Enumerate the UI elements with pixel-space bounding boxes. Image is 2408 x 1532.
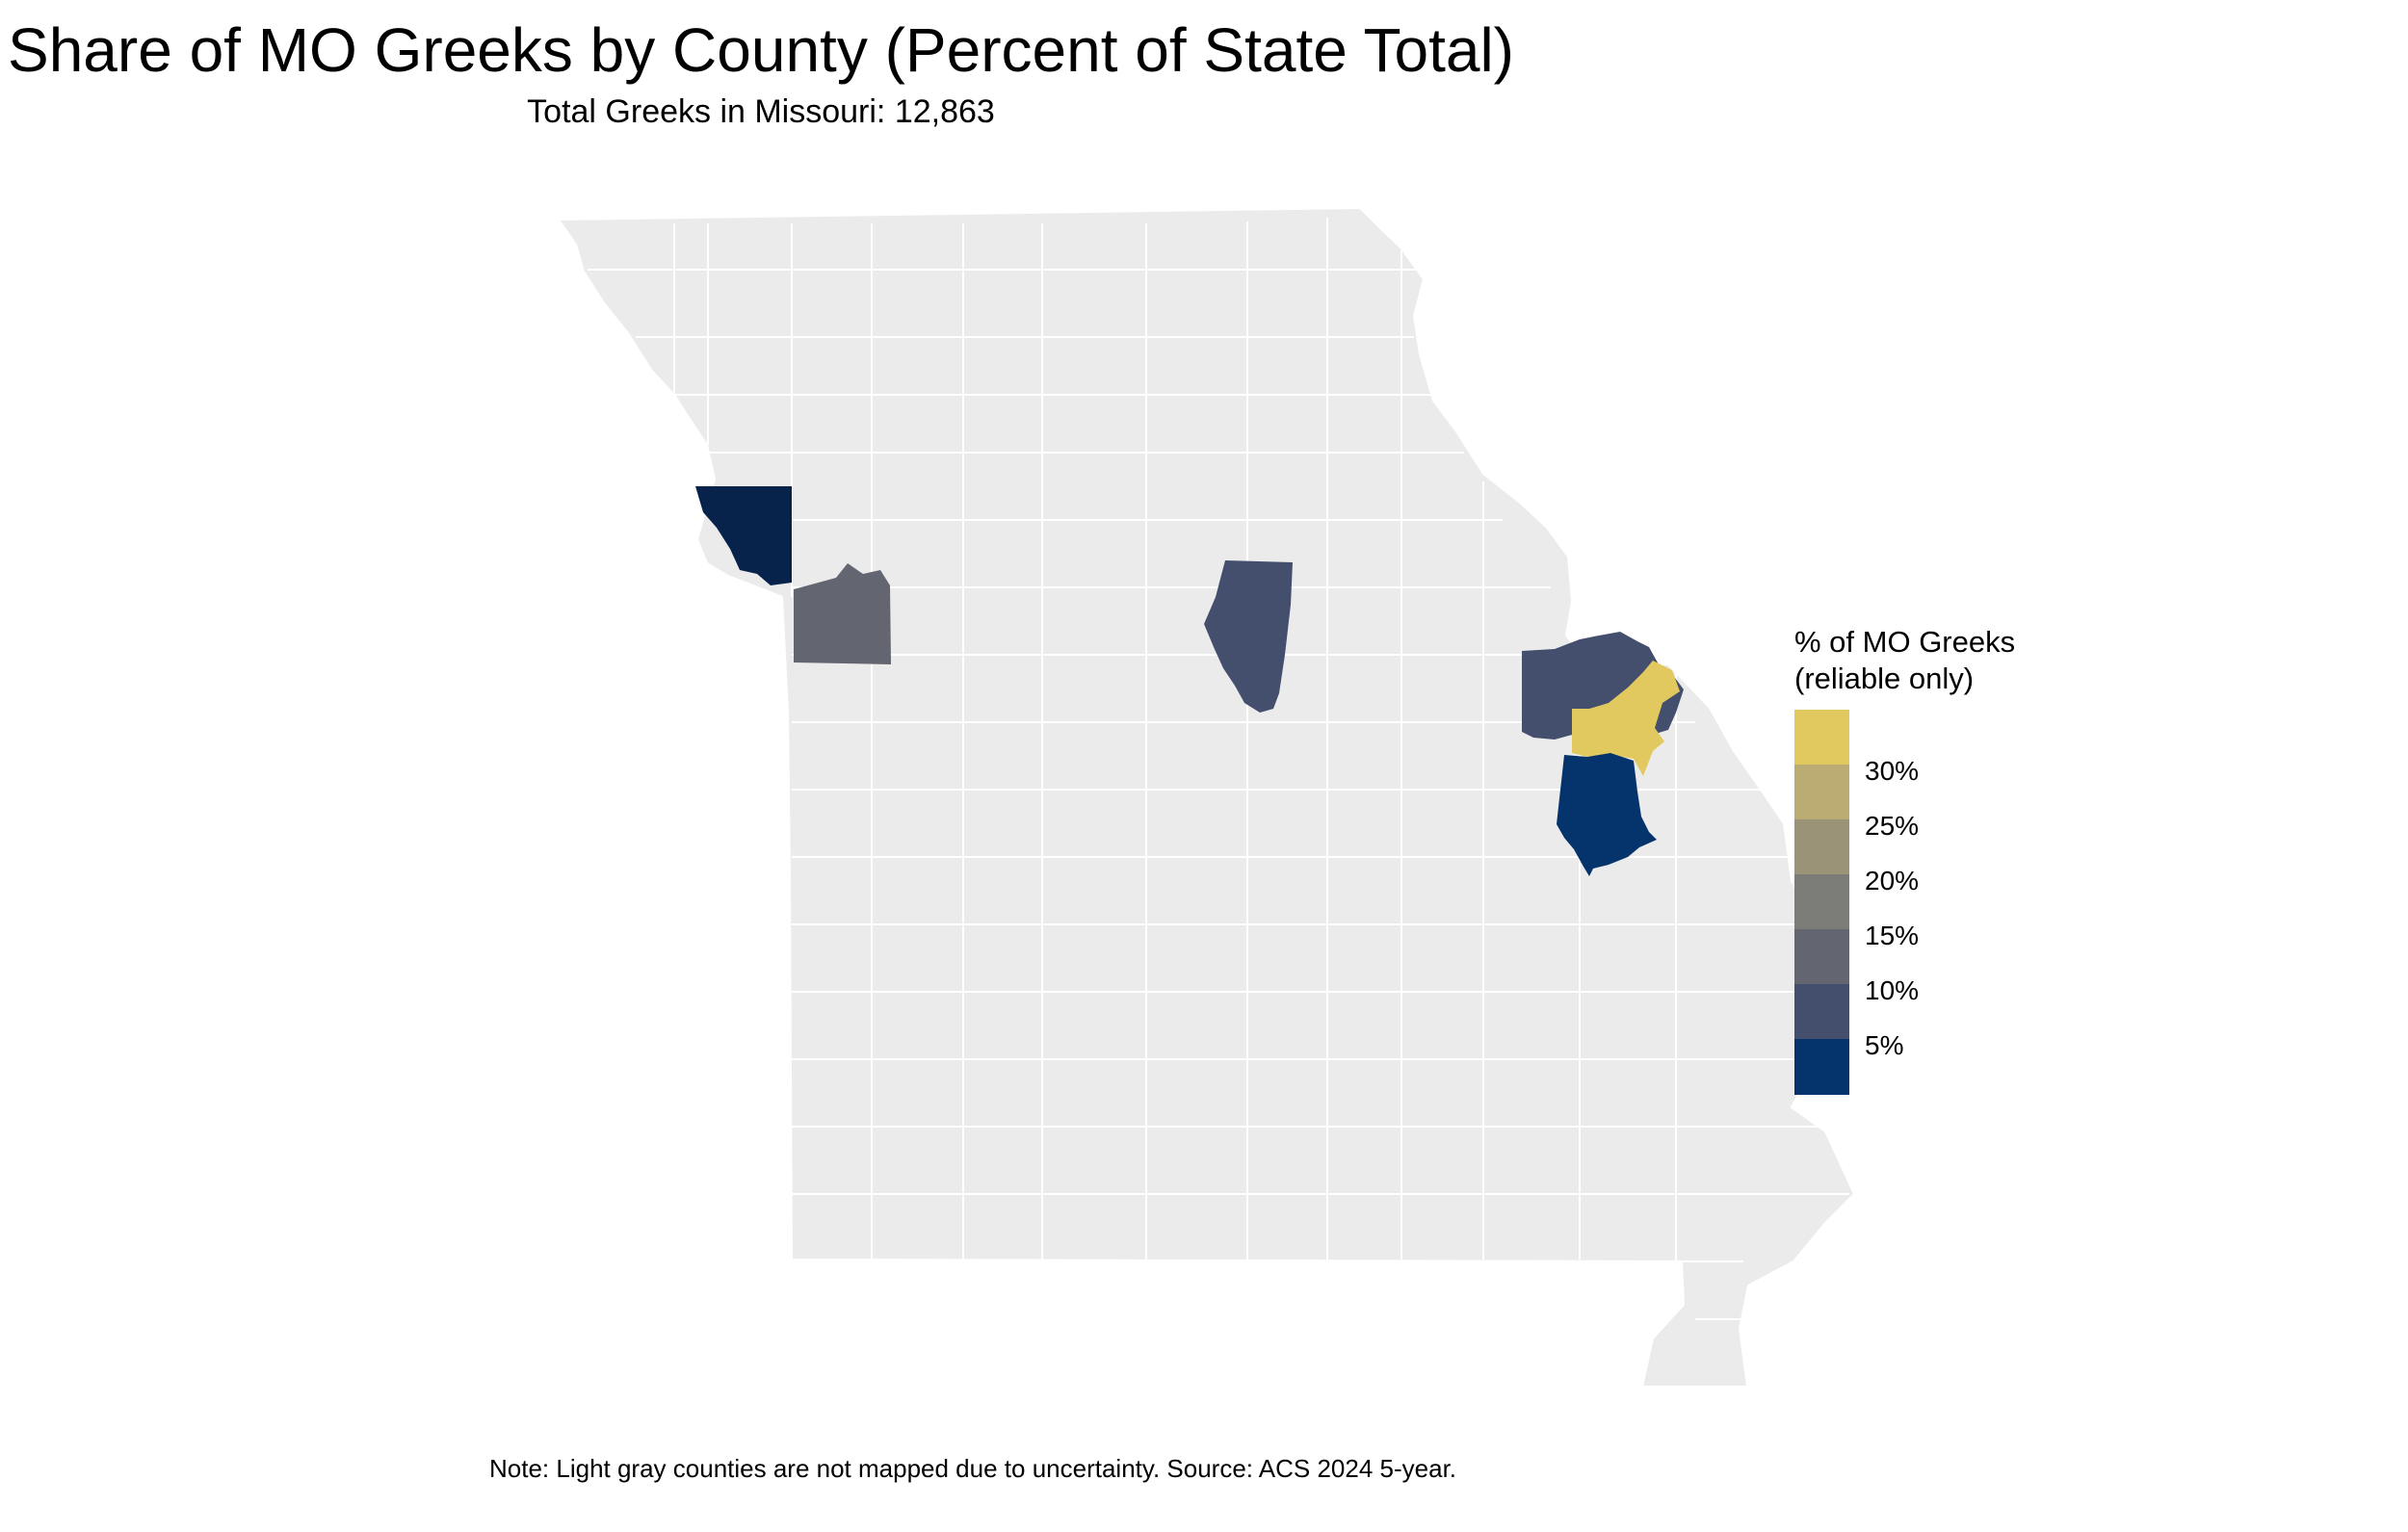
county-jefferson [1557, 753, 1657, 876]
county-platte-clay [695, 486, 792, 585]
legend-swatch [1794, 1039, 1849, 1095]
legend-title: % of MO Greeks (reliable only) [1794, 624, 2015, 697]
legend-swatch [1794, 984, 1849, 1039]
legend-label-20: 20% [1865, 866, 1920, 896]
legend-swatch [1794, 874, 1849, 929]
legend-label-10: 10% [1865, 975, 1920, 1005]
county-st-louis-county [1572, 661, 1680, 776]
county-boone [1204, 560, 1293, 713]
legend-label-5: 5% [1865, 1030, 1904, 1060]
legend-swatch [1794, 819, 1849, 874]
legend-swatch [1794, 765, 1849, 819]
map-subtitle: Total Greeks in Missouri: 12,863 [527, 93, 995, 130]
legend-color-bar [1794, 710, 1849, 1095]
legend-label-30: 30% [1865, 756, 1920, 786]
map-title: Share of MO Greeks by County (Percent of… [8, 15, 1514, 85]
legend-title-line2: (reliable only) [1794, 662, 1975, 695]
caption-note: Note: Light gray counties are not mapped… [489, 1454, 1457, 1483]
county-jackson [794, 563, 891, 664]
legend-title-line1: % of MO Greeks [1794, 625, 2016, 659]
legend-label-15: 15% [1865, 921, 1920, 950]
legend-swatch [1794, 710, 1849, 765]
county-st-charles [1522, 632, 1674, 740]
legend-label-25: 25% [1865, 811, 1920, 841]
missouri-state-outline [557, 206, 1856, 1388]
legend-swatch [1794, 929, 1849, 984]
